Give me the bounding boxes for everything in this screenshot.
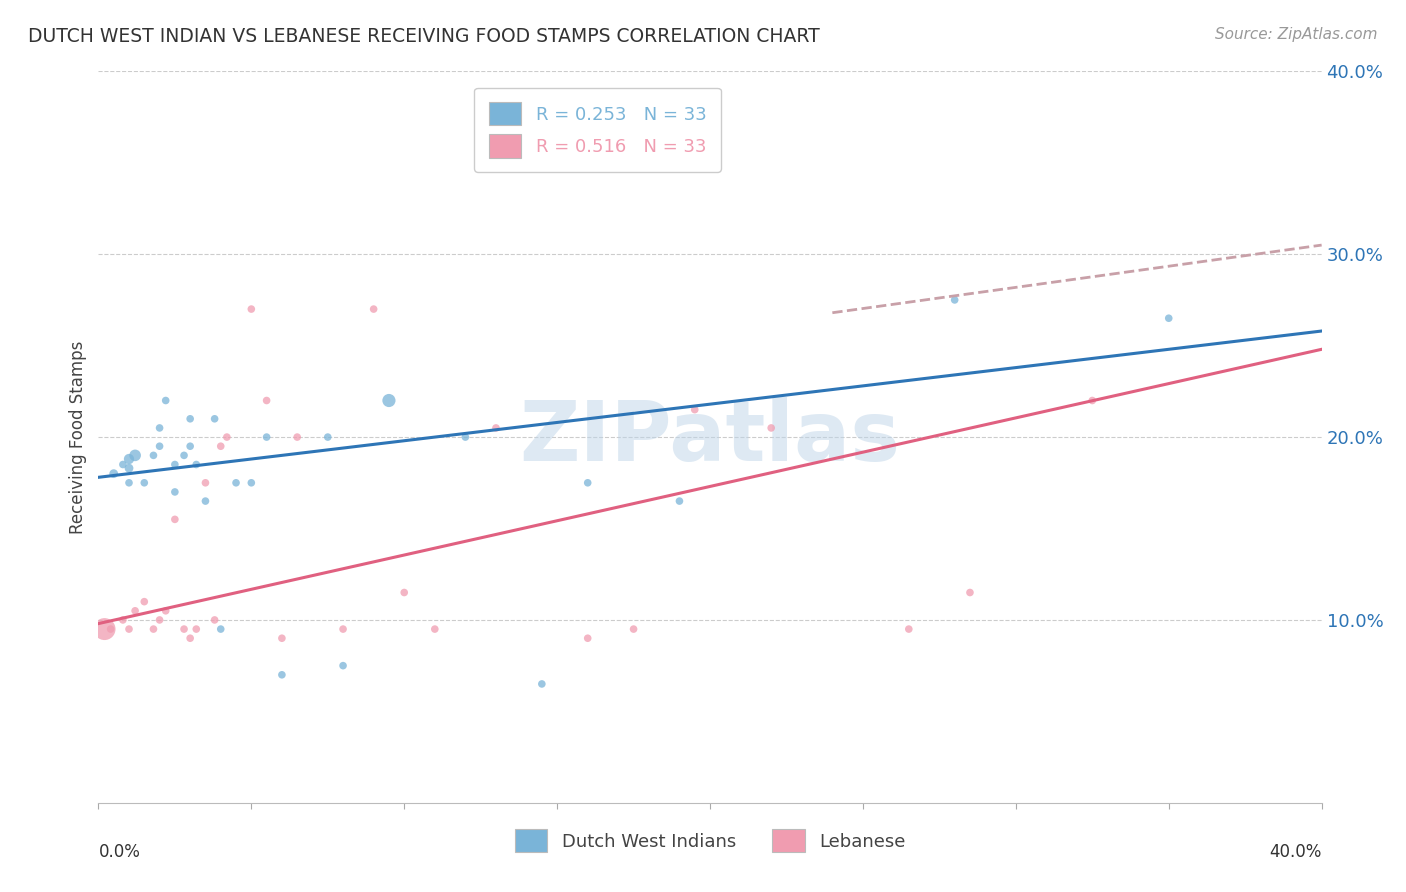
- Point: [759, 421, 782, 435]
- Text: DUTCH WEST INDIAN VS LEBANESE RECEIVING FOOD STAMPS CORRELATION CHART: DUTCH WEST INDIAN VS LEBANESE RECEIVING …: [28, 27, 820, 45]
- Point: [118, 475, 141, 490]
- Point: [173, 449, 195, 463]
- Point: [204, 412, 226, 426]
- Point: [163, 458, 186, 472]
- Point: [454, 430, 477, 444]
- Point: [285, 430, 308, 444]
- Point: [225, 475, 247, 490]
- Point: [93, 622, 115, 636]
- Point: [179, 412, 201, 426]
- Text: Source: ZipAtlas.com: Source: ZipAtlas.com: [1215, 27, 1378, 42]
- Point: [118, 452, 141, 467]
- Point: [124, 449, 146, 463]
- Point: [270, 667, 292, 681]
- Point: [163, 485, 186, 500]
- Point: [576, 475, 599, 490]
- Point: [100, 622, 122, 636]
- Point: [194, 475, 217, 490]
- Point: [134, 594, 156, 608]
- Point: [392, 585, 416, 599]
- Point: [179, 632, 201, 646]
- Point: [623, 622, 645, 636]
- Point: [149, 439, 172, 453]
- Point: [378, 393, 401, 408]
- Point: [316, 430, 339, 444]
- Point: [256, 393, 278, 408]
- Point: [163, 512, 186, 526]
- Point: [332, 622, 354, 636]
- Point: [1157, 311, 1180, 326]
- Point: [186, 622, 208, 636]
- Point: [363, 301, 385, 317]
- Point: [111, 458, 134, 472]
- Point: [118, 461, 141, 475]
- Point: [142, 622, 165, 636]
- Point: [943, 293, 966, 307]
- Point: [149, 421, 172, 435]
- Point: [194, 494, 217, 508]
- Point: [209, 622, 232, 636]
- Point: [959, 585, 981, 599]
- Text: 40.0%: 40.0%: [1270, 843, 1322, 861]
- Point: [668, 494, 690, 508]
- Point: [111, 613, 134, 627]
- Point: [149, 613, 172, 627]
- Text: 0.0%: 0.0%: [98, 843, 141, 861]
- Point: [204, 613, 226, 627]
- Point: [215, 430, 238, 444]
- Point: [155, 393, 177, 408]
- Point: [423, 622, 446, 636]
- Point: [118, 622, 141, 636]
- Point: [142, 449, 165, 463]
- Point: [209, 439, 232, 453]
- Text: ZIPatlas: ZIPatlas: [520, 397, 900, 477]
- Point: [1081, 393, 1104, 408]
- Point: [124, 604, 146, 618]
- Point: [173, 622, 195, 636]
- Point: [155, 604, 177, 618]
- Point: [576, 632, 599, 646]
- Point: [256, 430, 278, 444]
- Point: [103, 467, 125, 481]
- Point: [485, 421, 508, 435]
- Point: [332, 658, 354, 673]
- Point: [530, 677, 553, 691]
- Legend: Dutch West Indians, Lebanese: Dutch West Indians, Lebanese: [501, 814, 920, 867]
- Point: [240, 475, 263, 490]
- Point: [134, 475, 156, 490]
- Point: [270, 632, 292, 646]
- Point: [186, 458, 208, 472]
- Point: [683, 402, 706, 417]
- Point: [240, 301, 263, 317]
- Y-axis label: Receiving Food Stamps: Receiving Food Stamps: [69, 341, 87, 533]
- Point: [179, 439, 201, 453]
- Point: [897, 622, 920, 636]
